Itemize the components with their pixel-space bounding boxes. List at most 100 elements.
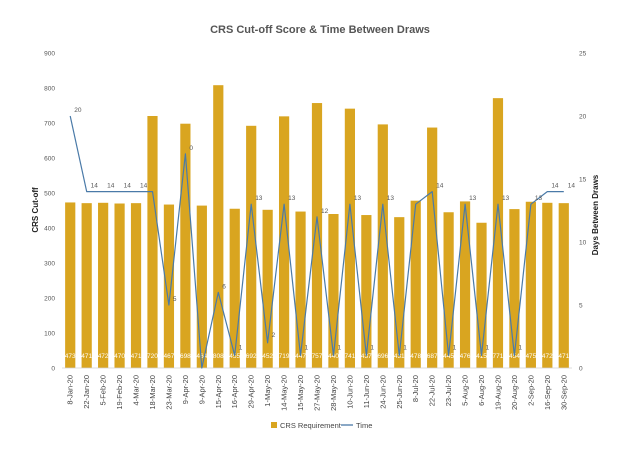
x-tick-label: 16-Apr-20 — [230, 375, 239, 408]
bar-value-label: 471 — [131, 353, 142, 360]
bar — [509, 209, 520, 368]
line-series — [69, 115, 564, 369]
y-tick-label: 700 — [44, 121, 55, 128]
line-value-label: 5 — [173, 296, 177, 303]
line-value-label: 1 — [305, 344, 309, 351]
bar — [410, 200, 421, 368]
bar — [311, 103, 323, 369]
x-tick-label: 22-Jul-20 — [428, 375, 437, 406]
y-tick-label: 100 — [44, 331, 55, 338]
bar-data-labels: 473 471 472 470 471 720 467 698 464 808 455 692 452 7… — [65, 353, 570, 360]
line-value-label: 14 — [124, 183, 132, 190]
bar-value-label: 415 — [476, 353, 487, 360]
x-tick-label: 23-Jul-20 — [444, 375, 453, 406]
bar — [229, 208, 240, 368]
bar-value-label: 467 — [164, 353, 175, 360]
bar — [262, 209, 273, 368]
legend-label-time: Time — [356, 421, 372, 430]
line-value-label: 1 — [518, 344, 522, 351]
bar-value-label: 478 — [410, 353, 421, 360]
x-tick-label: 2-Sep-20 — [526, 375, 535, 406]
time-line — [69, 115, 564, 369]
bar — [427, 127, 438, 368]
bar — [180, 123, 191, 368]
line-value-label: 13 — [354, 195, 362, 202]
bar-value-label: 692 — [246, 353, 257, 360]
y-tick-label: 900 — [44, 51, 55, 58]
bar — [394, 217, 405, 368]
x-tick-label: 22-Jan-20 — [82, 375, 91, 409]
line-value-label: 6 — [222, 283, 226, 290]
x-tick-label: 29-Apr-20 — [247, 375, 256, 408]
bar-value-label: 471 — [81, 353, 92, 360]
x-tick-label: 4-Mar-20 — [132, 375, 141, 405]
bar — [328, 214, 339, 368]
bar-value-label: 472 — [542, 353, 553, 360]
bar — [163, 204, 175, 368]
bar-series — [65, 85, 569, 369]
x-tick-label: 10-Jun-20 — [345, 375, 354, 409]
legend-label-crs-requirement: CRS Requirement — [280, 421, 342, 430]
bar — [361, 215, 372, 368]
legend: CRS Requirement Time — [271, 421, 372, 430]
bar — [196, 205, 207, 368]
x-tick-label: 30-Sep-20 — [559, 375, 568, 410]
bar-value-label: 445 — [443, 353, 454, 360]
line-value-label: 13 — [535, 195, 543, 202]
bar-value-label: 741 — [344, 353, 355, 360]
x-tick-label: 24-Jun-20 — [378, 375, 387, 409]
x-tick-label: 15-May-20 — [296, 375, 305, 411]
y-axis-title: CRS Cut-off — [31, 187, 40, 233]
bar-value-label: 454 — [509, 353, 520, 360]
bar-value-label: 808 — [213, 353, 224, 360]
bar — [246, 125, 257, 368]
bar-value-label: 455 — [229, 353, 240, 360]
line-value-label: 13 — [387, 195, 395, 202]
bar — [295, 211, 306, 368]
bar-value-label: 696 — [377, 353, 388, 360]
line-value-label: 14 — [107, 183, 115, 190]
line-value-label: 20 — [74, 107, 82, 114]
bar-value-label: 757 — [312, 353, 323, 360]
x-tick-label: 19-Aug-20 — [493, 375, 502, 410]
bar-value-label: 687 — [427, 353, 438, 360]
bar — [98, 202, 109, 368]
bar-value-label: 475 — [525, 353, 536, 360]
secondary-y-axis-title: Days Between Draws — [591, 174, 600, 255]
x-tick-label: 11-Jun-20 — [362, 375, 371, 408]
secondary-y-tick-label: 10 — [579, 240, 587, 247]
y-tick-label: 600 — [44, 156, 55, 163]
secondary-y-tick-label: 5 — [579, 303, 583, 310]
y-tick-label: 0 — [51, 366, 55, 373]
bar — [213, 85, 224, 368]
y-tick-label: 300 — [44, 261, 55, 268]
bar — [476, 222, 487, 368]
bar-value-label: 470 — [114, 353, 125, 360]
x-tick-label: 23-Mar-20 — [164, 375, 173, 410]
bar-value-label: 471 — [558, 353, 569, 360]
line-value-label: 0 — [189, 145, 193, 152]
x-tick-label: 1-May-20 — [263, 375, 272, 407]
bar-value-label: 771 — [493, 353, 504, 360]
x-tick-label: 8-Jan-20 — [66, 375, 75, 405]
line-value-label: 14 — [140, 183, 148, 190]
x-tick-label: 15-Apr-20 — [214, 375, 223, 408]
x-tick-label: 5-Feb-20 — [99, 375, 108, 405]
bar-value-label: 476 — [460, 353, 471, 360]
bar-value-label: 472 — [98, 353, 109, 360]
secondary-y-tick-label: 25 — [579, 51, 587, 58]
bar-value-label: 440 — [328, 353, 339, 360]
legend-swatch-crs-requirement — [271, 422, 277, 428]
x-tick-label: 6-Aug-20 — [477, 375, 486, 406]
x-tick-label: 16-Sep-20 — [543, 375, 552, 410]
x-tick-label: 14-May-20 — [280, 375, 289, 411]
bar — [459, 201, 471, 368]
x-tick-label: 18-Mar-20 — [148, 375, 157, 410]
line-value-label: 1 — [486, 344, 490, 351]
chart-title: CRS Cut-off Score & Time Between Draws — [210, 24, 430, 36]
x-tick-label: 20-Aug-20 — [510, 375, 519, 410]
bar — [147, 116, 158, 368]
x-tick-label: 9-Apr-20 — [181, 375, 190, 404]
